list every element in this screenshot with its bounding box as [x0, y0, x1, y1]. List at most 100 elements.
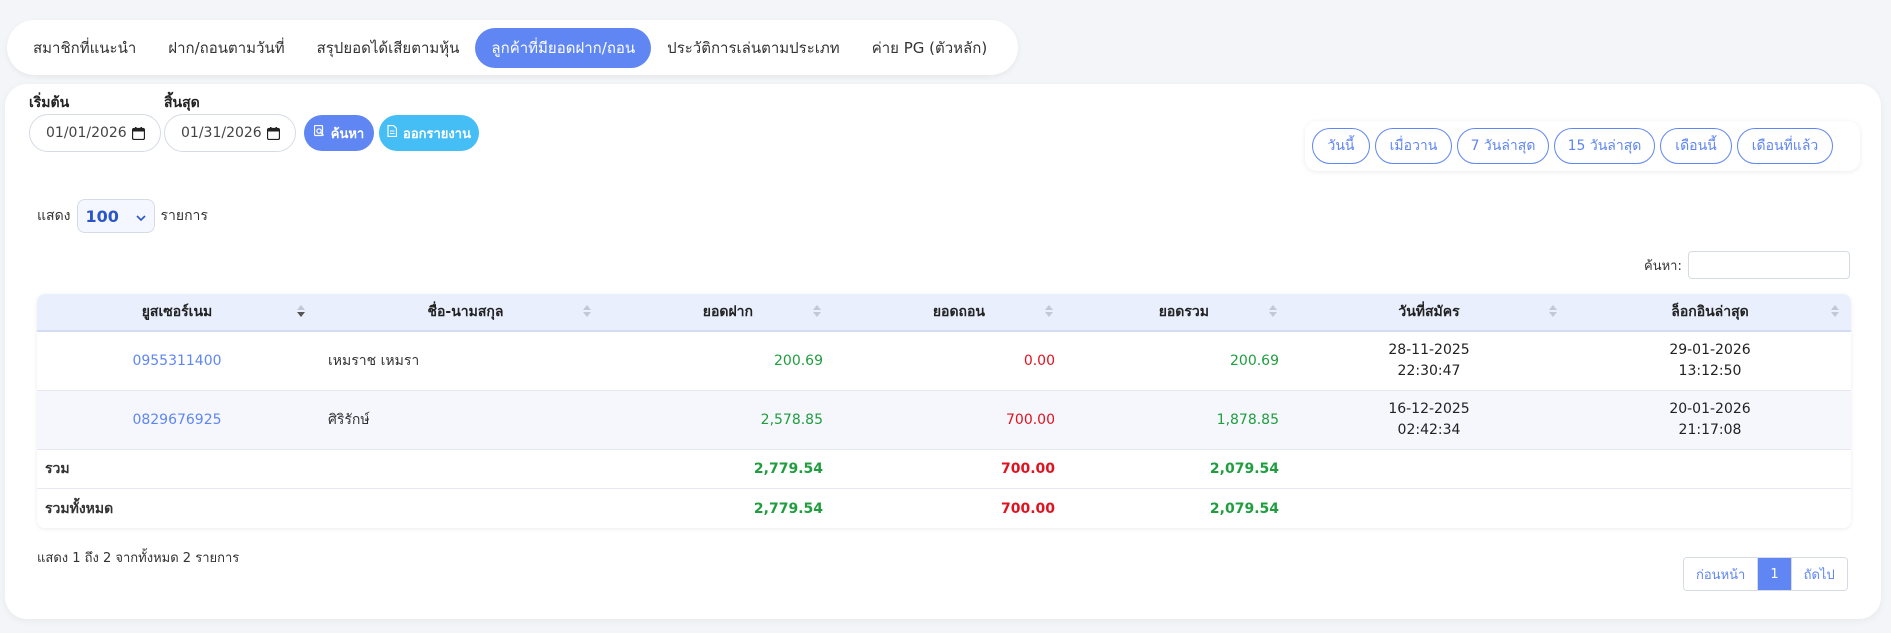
last-login-date: 29-01-2026: [1669, 342, 1751, 358]
grand-total-deposit: 2,779.54: [753, 500, 823, 517]
withdraw-cell: 700.00: [1006, 412, 1055, 428]
search-button-label: ค้นหา: [330, 126, 365, 142]
end-date-label: สิ้นสุด: [164, 95, 200, 111]
end-date-input[interactable]: 01/31/2026: [164, 114, 296, 152]
page-1-button[interactable]: 1: [1757, 558, 1791, 590]
sort-desc-icon: [297, 305, 305, 321]
header-username-label: ยูสเซอร์เนม: [141, 304, 213, 320]
grand-total-withdraw: 700.00: [1000, 500, 1055, 517]
end-date-value: 01/31/2026: [181, 125, 262, 141]
search-doc-icon: [313, 124, 325, 141]
tab-referred-members[interactable]: สมาชิกที่แนะนำ: [33, 38, 137, 57]
next-page-button[interactable]: ถัดไป: [1790, 558, 1847, 590]
last-login-time: 13:12:50: [1678, 363, 1742, 379]
page-length-control: แสดง 100 รายการ: [37, 199, 208, 233]
pagination: ก่อนหน้า 1 ถัดไป: [1683, 557, 1848, 591]
report-tabs: สมาชิกที่แนะนำ ฝาก/ถอนตามวันที่ สรุปยอดไ…: [7, 20, 1018, 75]
username-link[interactable]: 0955311400: [132, 353, 222, 369]
customers-table: ยูสเซอร์เนม ชื่อ-นามสกุล ยอดฝาก ยอดถอน ย…: [37, 294, 1851, 528]
tab-pg-provider[interactable]: ค่าย PG (ตัวหลัก): [871, 38, 988, 57]
header-username[interactable]: ยูสเซอร์เนม: [37, 294, 317, 330]
table-search-input[interactable]: [1687, 251, 1850, 279]
tab-deposit-withdraw-by-date[interactable]: ฝาก/ถอนตามวันที่: [168, 38, 285, 57]
tab-profit-loss-by-share[interactable]: สรุปยอดได้เสียตามหุ้น: [316, 38, 460, 57]
table-search-label: ค้นหา:: [1644, 258, 1682, 274]
range-15-days-button[interactable]: 15 วันล่าสุด: [1554, 128, 1655, 164]
page-length-prefix: แสดง: [37, 208, 71, 224]
register-date: 28-11-2025: [1388, 342, 1470, 358]
register-datetime: 16-12-2025 02:42:34: [1388, 399, 1469, 441]
start-date-label: เริ่มต้น: [29, 95, 70, 111]
grand-total-row: รวมทั้งหมด 2,779.54 700.00 2,079.54: [37, 489, 1851, 528]
report-file-icon: [387, 124, 398, 141]
header-fullname[interactable]: ชื่อ-นามสกุล: [317, 294, 603, 330]
subtotal-total: 2,079.54: [1209, 461, 1279, 477]
sort-icon: [813, 305, 821, 321]
export-report-button[interactable]: ออกรายงาน: [379, 115, 479, 151]
header-deposit[interactable]: ยอดฝาก: [603, 294, 833, 330]
subtotal-withdraw: 700.00: [1000, 461, 1055, 477]
header-withdraw[interactable]: ยอดถอน: [833, 294, 1065, 330]
start-date-input[interactable]: 01/01/2026: [29, 114, 161, 152]
tab-play-history-by-type[interactable]: ประวัติการเล่นตามประเภท: [667, 38, 840, 57]
table-header-row: ยูสเซอร์เนม ชื่อ-นามสกุล ยอดฝาก ยอดถอน ย…: [37, 294, 1851, 332]
search-button[interactable]: ค้นหา: [304, 115, 374, 151]
total-cell: 1,878.85: [1216, 412, 1279, 428]
subtotal-label: รวม: [45, 461, 70, 477]
header-register-date-label: วันที่สมัคร: [1398, 304, 1460, 320]
last-login-datetime: 20-01-2026 21:17:08: [1669, 399, 1750, 441]
report-card: เริ่มต้น สิ้นสุด 01/01/2026 01/31/2026 ค…: [5, 84, 1881, 619]
deposit-cell: 200.69: [774, 353, 823, 369]
quick-range-group: วันนี้ เมื่อวาน 7 วันล่าสุด 15 วันล่าสุด…: [1305, 121, 1860, 171]
register-time: 02:42:34: [1397, 422, 1461, 438]
table-row: 0829676925 ศิริรักษ์ 2,578.85 700.00 1,8…: [37, 391, 1851, 450]
grand-total-total: 2,079.54: [1209, 500, 1279, 517]
table-info: แสดง 1 ถึง 2 จากทั้งหมด 2 รายการ: [37, 551, 240, 566]
sort-icon: [1269, 305, 1277, 321]
last-login-date: 20-01-2026: [1669, 401, 1751, 417]
start-date-value: 01/01/2026: [46, 125, 127, 141]
page-length-select[interactable]: 100: [76, 199, 155, 233]
range-today-button[interactable]: วันนี้: [1312, 128, 1370, 164]
header-withdraw-label: ยอดถอน: [932, 304, 985, 320]
header-last-login-label: ล็อกอินล่าสุด: [1671, 304, 1749, 320]
sort-icon: [1549, 305, 1557, 321]
sort-icon: [583, 305, 591, 321]
range-this-month-button[interactable]: เดือนนี้: [1660, 128, 1732, 164]
header-deposit-label: ยอดฝาก: [702, 304, 753, 320]
calendar-icon[interactable]: [132, 126, 146, 140]
tab-customers-with-transactions[interactable]: ลูกค้าที่มียอดฝาก/ถอน: [475, 27, 652, 68]
register-time: 22:30:47: [1397, 363, 1461, 379]
calendar-icon[interactable]: [267, 126, 281, 140]
previous-page-button[interactable]: ก่อนหน้า: [1684, 558, 1758, 590]
withdraw-cell: 0.00: [1023, 353, 1055, 369]
table-row: 0955311400 เหมราช เหมรา 200.69 0.00 200.…: [37, 332, 1851, 391]
header-last-login[interactable]: ล็อกอินล่าสุด: [1569, 294, 1851, 330]
header-total[interactable]: ยอดรวม: [1065, 294, 1289, 330]
total-cell: 200.69: [1230, 353, 1279, 369]
last-login-datetime: 29-01-2026 13:12:50: [1669, 340, 1750, 382]
register-date: 16-12-2025: [1388, 401, 1470, 417]
deposit-cell: 2,578.85: [760, 412, 823, 428]
subtotal-deposit: 2,779.54: [753, 461, 823, 477]
fullname-cell: เหมราช เหมรา: [328, 353, 420, 369]
header-fullname-label: ชื่อ-นามสกุล: [427, 304, 504, 320]
sort-icon: [1831, 305, 1839, 321]
grand-total-label: รวมทั้งหมด: [45, 500, 114, 517]
page-length-suffix: รายการ: [160, 208, 208, 224]
chevron-down-icon: [135, 207, 146, 226]
fullname-cell: ศิริรักษ์: [328, 412, 370, 428]
header-register-date[interactable]: วันที่สมัคร: [1289, 294, 1569, 330]
table-search: ค้นหา:: [1644, 251, 1850, 279]
range-yesterday-button[interactable]: เมื่อวาน: [1375, 128, 1452, 164]
range-last-month-button[interactable]: เดือนที่แล้ว: [1737, 128, 1833, 164]
register-datetime: 28-11-2025 22:30:47: [1388, 340, 1469, 382]
range-7-days-button[interactable]: 7 วันล่าสุด: [1457, 128, 1549, 164]
username-link[interactable]: 0829676925: [132, 412, 222, 428]
page-length-value: 100: [85, 206, 119, 226]
last-login-time: 21:17:08: [1678, 422, 1742, 438]
sort-icon: [1045, 305, 1053, 321]
subtotal-row: รวม 2,779.54 700.00 2,079.54: [37, 450, 1851, 489]
export-button-label: ออกรายงาน: [403, 126, 471, 142]
header-total-label: ยอดรวม: [1158, 304, 1209, 320]
